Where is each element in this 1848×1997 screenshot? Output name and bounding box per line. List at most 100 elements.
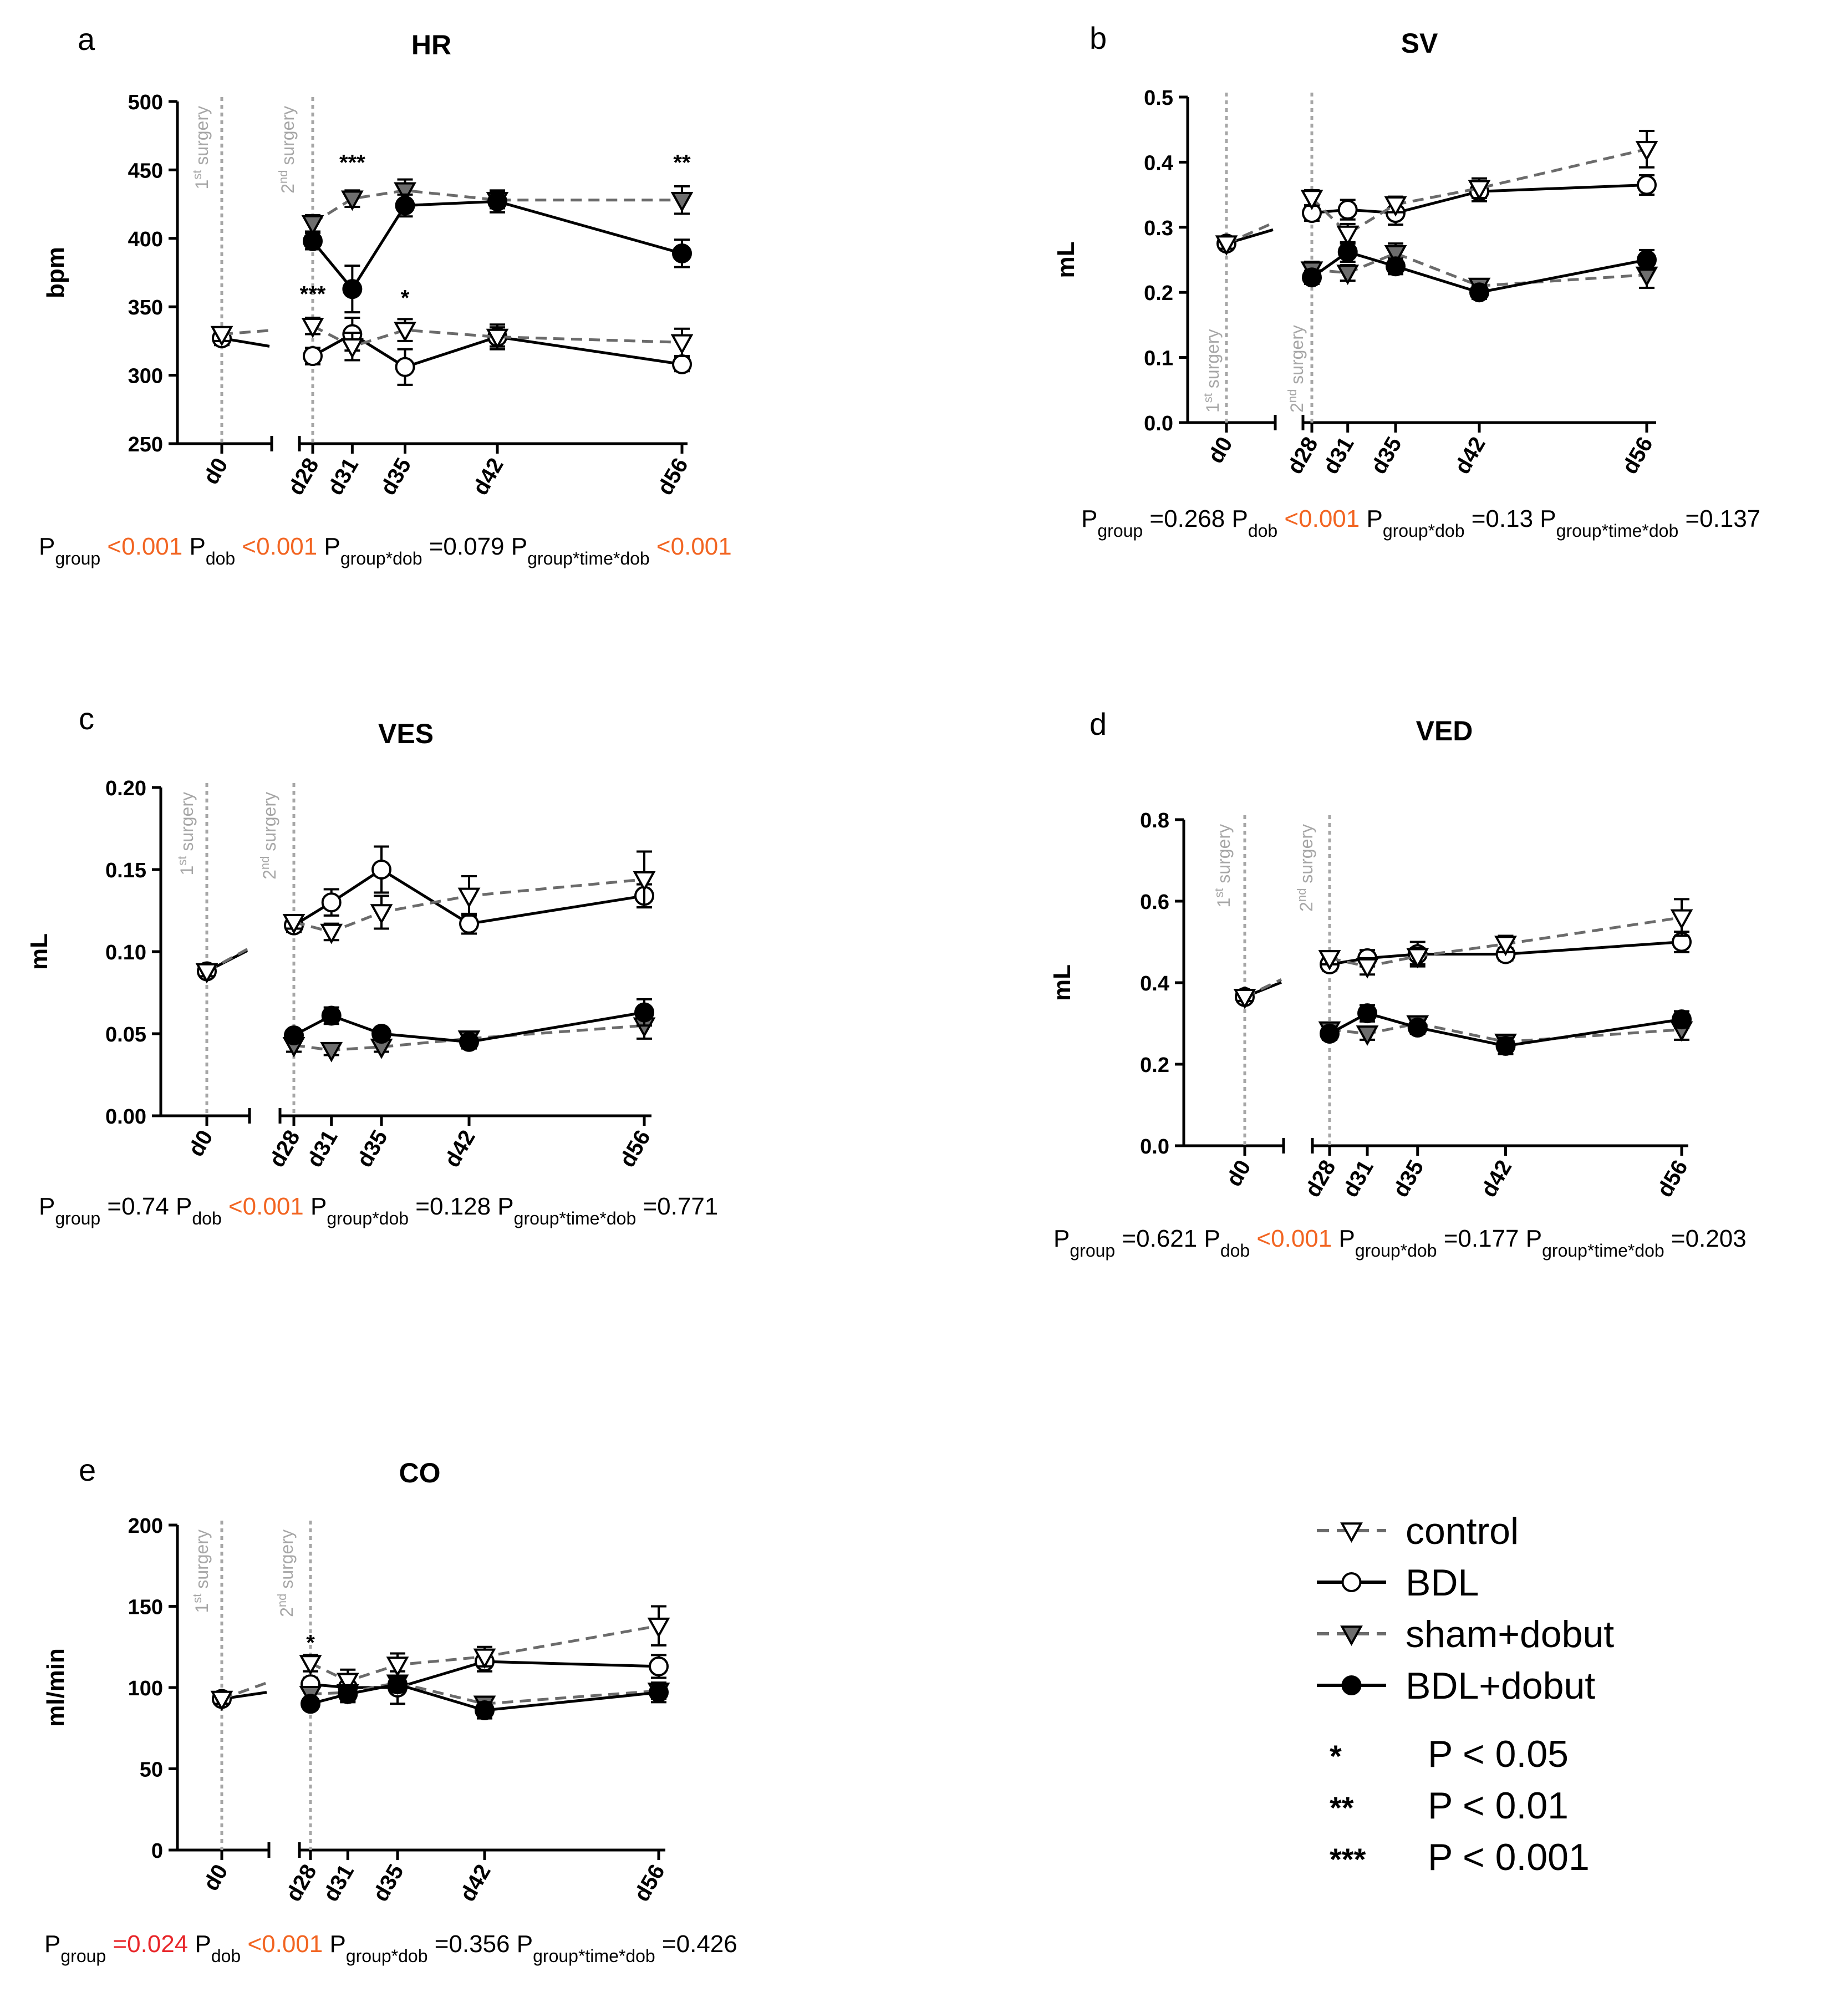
- data-point: [338, 1684, 358, 1704]
- chart-title: HR: [411, 29, 451, 60]
- y-tick-label: 0.3: [1144, 217, 1173, 240]
- x-tick-label: d0: [1203, 433, 1237, 468]
- data-point: [395, 357, 415, 377]
- series-line: [312, 189, 682, 225]
- series-line: [293, 1024, 645, 1052]
- data-point: [342, 279, 363, 299]
- data-point: [1302, 267, 1322, 288]
- x-tick-label: d0: [198, 454, 232, 489]
- x-tick-label: d31: [323, 454, 364, 500]
- data-point: [388, 1674, 408, 1695]
- y-tick-label: 0.10: [105, 941, 146, 964]
- data-point: [672, 243, 692, 263]
- significance-mark: *: [401, 286, 410, 311]
- y-tick-label: 0.05: [105, 1023, 146, 1046]
- y-tick-label: 300: [128, 365, 163, 388]
- data-point: [1337, 200, 1358, 220]
- panel-letter: b: [1090, 21, 1107, 55]
- data-point: [1635, 141, 1658, 161]
- data-point: [459, 913, 479, 934]
- data-point: [1337, 242, 1358, 262]
- legend-stars: ***: [1330, 1842, 1366, 1877]
- data-point: [394, 182, 416, 203]
- stats-line: Pgroup =0.268 Pdob <0.001 Pgroup*dob =0.…: [1081, 505, 1760, 541]
- data-point: [394, 322, 416, 343]
- y-axis-label: mL: [1052, 242, 1080, 278]
- data-point: [336, 1673, 359, 1694]
- data-point: [1637, 250, 1657, 270]
- x-tick-label: d28: [1300, 1156, 1341, 1202]
- legend-label: BDL+dobut: [1406, 1665, 1595, 1707]
- data-point: [633, 871, 656, 892]
- significance-mark: ***: [339, 150, 365, 175]
- chart-title: SV: [1401, 28, 1438, 59]
- x-tick-label: d31: [1338, 1156, 1378, 1202]
- data-point: [210, 326, 233, 347]
- data-point: [386, 1656, 409, 1677]
- chart-title: VED: [1416, 715, 1473, 746]
- data-point: [1670, 909, 1693, 930]
- data-point: [1468, 180, 1491, 201]
- data-point: [487, 191, 507, 212]
- x-tick-label: d42: [1450, 433, 1490, 479]
- panel-letter: d: [1090, 707, 1107, 741]
- surgery-label: 1st surgery: [175, 792, 197, 876]
- data-point: [1386, 256, 1406, 277]
- y-tick-label: 100: [128, 1677, 163, 1700]
- legend: control BDL sham+dobut BDL+dobut * P < 0.05 **…: [1317, 1510, 1614, 1878]
- x-tick-label: d0: [184, 1126, 217, 1161]
- legend-marker: [1341, 1572, 1362, 1592]
- chart-title: CO: [399, 1457, 441, 1488]
- data-point: [320, 923, 343, 944]
- legend-entry-BDL-dobut: BDL+dobut: [1317, 1665, 1595, 1707]
- data-point: [1406, 948, 1429, 969]
- data-point: [1356, 1025, 1379, 1046]
- data-point: [486, 328, 509, 349]
- y-tick-label: 0.2: [1144, 282, 1173, 305]
- legend-significance-label: P < 0.01: [1428, 1785, 1569, 1827]
- surgery-label: 2nd surgery: [1285, 325, 1307, 413]
- legend-significance-label: P < 0.05: [1428, 1733, 1569, 1775]
- data-point: [1356, 958, 1379, 979]
- x-tick-label: d42: [440, 1126, 480, 1172]
- stats-line: Pgroup =0.024 Pdob <0.001 Pgroup*dob =0.…: [44, 1930, 737, 1966]
- y-tick-label: 0.6: [1140, 891, 1169, 914]
- y-tick-label: 0.1: [1144, 347, 1173, 370]
- data-point: [1336, 225, 1360, 246]
- data-point: [340, 190, 364, 211]
- series-line-stub: [221, 329, 270, 336]
- data-point: [1318, 950, 1341, 970]
- data-point: [1300, 190, 1323, 210]
- stats-line: Pgroup =0.621 Pdob <0.001 Pgroup*dob =0.…: [1053, 1225, 1747, 1261]
- data-point: [647, 1617, 670, 1638]
- legend-label: BDL: [1406, 1562, 1479, 1604]
- significance-mark: *: [306, 1631, 315, 1655]
- y-tick-label: 0: [151, 1840, 163, 1863]
- series-BDL-dobut: [303, 189, 692, 314]
- legend-marker: [1340, 1625, 1363, 1646]
- series-control: [1215, 130, 1658, 256]
- x-tick-label: d56: [629, 1861, 670, 1906]
- y-tick-label: 500: [128, 91, 163, 114]
- series-control: [195, 850, 656, 984]
- panel-letter: c: [79, 701, 94, 736]
- x-tick-label: d56: [615, 1126, 655, 1172]
- data-point: [340, 338, 364, 359]
- y-tick-label: 0.15: [105, 859, 146, 882]
- series-BDL-dobut: [301, 1674, 669, 1721]
- x-tick-label: d28: [264, 1126, 305, 1172]
- legend-entry-sham-dobut: sham+dobut: [1317, 1613, 1614, 1655]
- data-point: [1320, 1023, 1340, 1044]
- legend-entry-control: control: [1317, 1510, 1519, 1552]
- legend-entry-BDL: BDL: [1317, 1562, 1479, 1604]
- data-point: [672, 354, 692, 374]
- significance-mark: **: [673, 150, 691, 175]
- data-point: [210, 1690, 233, 1711]
- data-point: [473, 1648, 496, 1669]
- series-BDL: [1235, 931, 1692, 1007]
- y-tick-label: 0.4: [1144, 151, 1173, 175]
- y-tick-label: 450: [128, 159, 163, 182]
